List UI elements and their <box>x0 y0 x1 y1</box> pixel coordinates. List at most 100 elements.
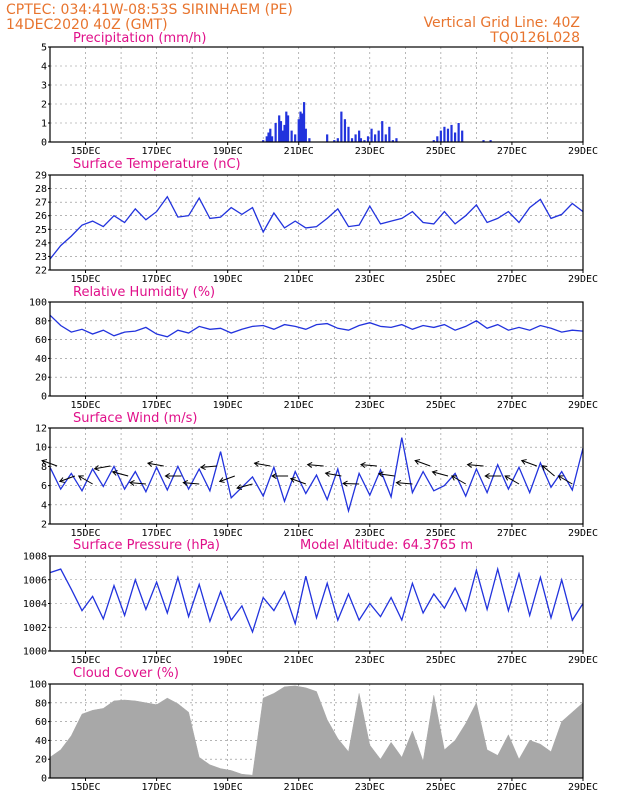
panel-title: Surface Wind (m/s) <box>73 411 197 426</box>
x-tick-label: 27DEC <box>497 782 527 793</box>
wind-arrow-head <box>504 475 511 481</box>
wind-arrow <box>451 475 466 485</box>
header-run-code: TQ0126L028 <box>489 30 580 46</box>
wind-arrow-head <box>200 464 206 471</box>
wind-arrow <box>557 475 573 485</box>
x-tick-label: 25DEC <box>426 655 456 666</box>
precip-bar <box>304 128 307 142</box>
panel-frame <box>49 46 584 143</box>
x-tick-label: 21DEC <box>284 146 314 157</box>
precip-bar <box>340 111 343 142</box>
wind-arrow <box>289 477 307 485</box>
series-line <box>49 195 584 260</box>
x-tick-label: 15DEC <box>70 146 100 157</box>
x-tick-label: 29DEC <box>568 400 598 411</box>
x-tick-label: 27DEC <box>497 655 527 666</box>
wind-arrow-head <box>164 472 171 480</box>
wind-arrow-shaft <box>541 465 555 477</box>
wind-arrow-shaft <box>432 471 449 477</box>
wind-arrow <box>111 469 129 477</box>
series-line <box>49 314 584 338</box>
wind-arrow-head <box>451 475 457 481</box>
precip-bar <box>279 121 283 142</box>
wind-arrow-shaft <box>307 464 324 467</box>
x-tick-label: 23DEC <box>355 400 385 411</box>
precip-bar <box>297 119 300 142</box>
y-tick-label: 23 <box>35 252 47 263</box>
wind-arrow <box>324 470 342 477</box>
wind-arrow-head <box>557 475 564 481</box>
wind-arrow-head <box>342 480 348 487</box>
wind-arrow <box>77 475 93 485</box>
panel-1: 22 23 24 25 26 27 28 29 15DEC 17DEC 19DEC 21DEC 23DE… <box>35 157 598 285</box>
wind-arrow-shaft <box>290 478 307 485</box>
wind-arrow-shaft <box>378 473 395 477</box>
y-tick-label: 12 <box>35 424 47 435</box>
precip-bar <box>283 124 286 142</box>
y-tick-label: 22 <box>35 266 47 277</box>
panel-title: Surface Temperature (nC) <box>73 157 241 172</box>
wind-arrow-head <box>289 477 296 483</box>
header-title: CPTEC: 034:41W-08:53S SIRINHAEM (PE) <box>6 2 293 18</box>
header-grid-note: Vertical Grid Line: 40Z <box>424 15 580 31</box>
y-tick-label: 1008 <box>23 552 47 563</box>
wind-arrow <box>377 471 395 478</box>
precip-bar <box>388 126 391 142</box>
wind-arrow <box>342 480 360 487</box>
y-tick-label: 2 <box>41 100 47 111</box>
y-tick-label: 1006 <box>23 575 47 586</box>
panel-0: 0 1 2 3 4 5 15DEC 17DEC 19DEC 21DEC 23DEC 25DEC 27DE… <box>41 31 598 157</box>
wind-arrow-head <box>360 461 366 468</box>
x-tick-label: 23DEC <box>355 146 385 157</box>
x-tick-label: 29DEC <box>568 782 598 793</box>
wind-arrow-shaft <box>183 482 200 485</box>
wind-arrow-head <box>236 484 243 491</box>
wind-arrow <box>271 472 289 480</box>
precip-bar <box>354 134 357 142</box>
y-tick-label: 1 <box>41 119 47 130</box>
panel-frame <box>49 427 584 525</box>
wind-arrow <box>520 459 537 467</box>
wind-arrow <box>306 461 324 468</box>
x-tick-label: 17DEC <box>142 146 172 157</box>
wind-arrow <box>253 460 271 467</box>
precip-bar <box>370 128 373 142</box>
y-tick-label: 2 <box>41 520 47 531</box>
panel-frame <box>49 174 584 271</box>
wind-arrow-shaft <box>558 475 573 485</box>
x-tick-label: 25DEC <box>426 146 456 157</box>
x-tick-label: 17DEC <box>142 655 172 666</box>
wind-arrow <box>431 469 449 477</box>
wind-arrow-head <box>306 461 313 468</box>
panel-5: 0 20 40 60 80 100 15DEC 17DEC 19DEC 21DEC 23DEC 25D… <box>29 666 598 793</box>
wind-arrow-head <box>58 477 65 483</box>
y-tick-label: 1000 <box>23 647 47 658</box>
y-tick-label: 25 <box>35 225 47 236</box>
precip-bar <box>294 134 297 142</box>
x-tick-label: 29DEC <box>568 274 598 285</box>
precip-bar <box>326 134 329 142</box>
precip-bar <box>343 119 347 142</box>
precip-bar <box>265 136 268 142</box>
precip-bar <box>377 130 380 142</box>
precip-bar <box>290 130 293 142</box>
x-tick-label: 19DEC <box>213 146 243 157</box>
precip-bar <box>374 134 377 142</box>
wind-arrow-shaft <box>451 475 466 485</box>
wind-arrow-head <box>253 460 260 467</box>
panel-title: Relative Humidity (%) <box>73 285 215 300</box>
y-tick-label: 100 <box>29 298 47 309</box>
wind-arrow-shaft <box>236 483 253 489</box>
y-tick-label: 3 <box>41 81 47 92</box>
wind-arrow-head <box>395 479 402 486</box>
wind-arrow <box>164 472 182 480</box>
x-tick-label: 15DEC <box>70 782 100 793</box>
x-tick-label: 27DEC <box>497 146 527 157</box>
x-tick-label: 21DEC <box>284 782 314 793</box>
wind-arrow-head <box>41 459 48 465</box>
wind-arrow-head <box>146 460 153 467</box>
wind-arrow-shaft <box>396 482 413 485</box>
x-tick-label: 19DEC <box>213 274 243 285</box>
x-tick-label: 21DEC <box>284 400 314 411</box>
